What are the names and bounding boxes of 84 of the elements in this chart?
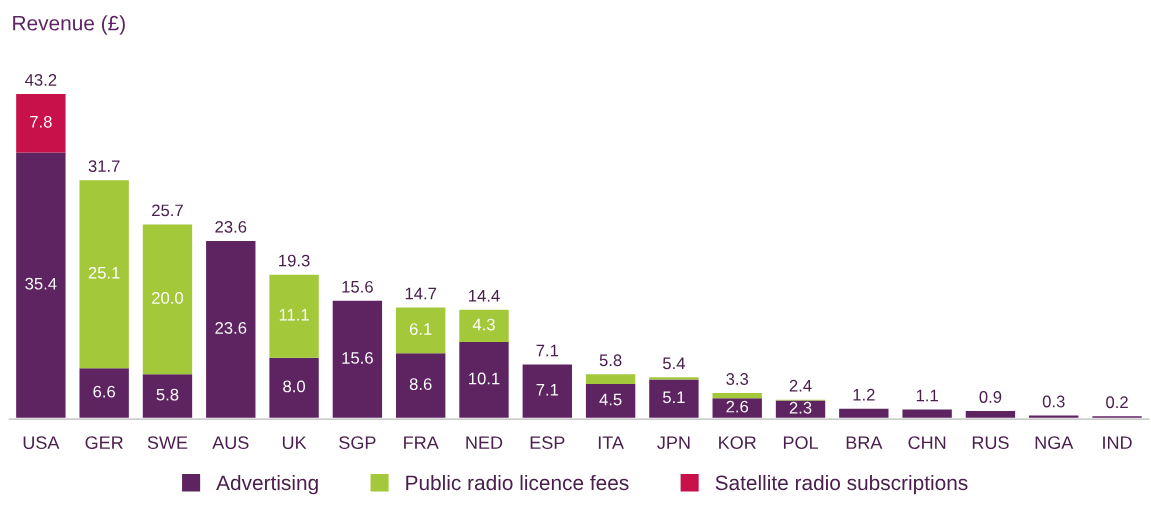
bar [332, 300, 383, 418]
total-label: 7.1 [536, 344, 559, 357]
total-label: 23.6 [215, 220, 247, 233]
total-label: 1.1 [916, 389, 938, 402]
bar [775, 400, 826, 418]
legend-label: Advertising [216, 474, 318, 495]
x-tick-label: IND [1103, 436, 1132, 449]
legend-label: Satellite radio subscriptions [715, 474, 968, 495]
x-tick-label: NGA [1035, 436, 1074, 450]
x-tick-label: USA [23, 436, 60, 450]
legend-label: Public radio licence fees [406, 474, 629, 491]
bar [396, 353, 446, 418]
bar [902, 409, 952, 418]
data-label: 8.6 [409, 378, 432, 391]
bar [712, 393, 762, 399]
x-tick-label: FRA [404, 436, 439, 449]
data-label: 35.4 [25, 277, 57, 290]
data-label: 23.6 [215, 322, 247, 334]
bar [16, 93, 66, 153]
bar [269, 274, 319, 358]
bar [269, 357, 319, 418]
x-tick-label: AUS [212, 436, 249, 450]
x-tick-label: JPN [657, 436, 690, 450]
bar [396, 307, 446, 354]
data-label: 4.3 [472, 318, 495, 331]
bar [79, 180, 129, 369]
data-label: 6.6 [93, 385, 116, 398]
x-tick-label: SWE [147, 436, 188, 450]
bar [839, 408, 889, 418]
data-label: 6.1 [409, 323, 432, 335]
bar [712, 398, 762, 418]
total-label: 1.2 [853, 388, 875, 401]
bar [459, 342, 509, 418]
x-tick-label: CHN [908, 436, 946, 450]
data-label: 11.1 [279, 309, 309, 321]
x-tick-label: ESP [530, 436, 565, 450]
bar [649, 377, 699, 380]
data-label: 7.1 [536, 384, 559, 396]
total-label: 5.4 [662, 357, 686, 370]
data-label: 2.6 [726, 400, 749, 413]
data-label: 2.3 [789, 401, 812, 414]
data-label: 25.1 [88, 266, 120, 279]
total-label: 14.4 [469, 290, 500, 302]
x-tick-label: RUS [972, 436, 1009, 450]
total-label: 15.6 [342, 280, 373, 293]
total-label: 0.3 [1042, 395, 1065, 408]
data-label: 5.8 [156, 388, 179, 401]
bar [142, 374, 193, 418]
total-label: 2.4 [789, 379, 812, 392]
bar [965, 411, 1016, 418]
total-label: 31.7 [88, 160, 120, 173]
bar [142, 224, 193, 375]
total-label: 0.2 [1106, 396, 1128, 409]
x-tick-label: KOR [719, 436, 756, 450]
total-label: 25.7 [152, 204, 183, 217]
x-tick-label: GER [85, 436, 123, 450]
bar [79, 368, 129, 418]
bar [585, 374, 636, 385]
total-label: 3.3 [726, 373, 749, 385]
data-label: 7.8 [30, 115, 52, 128]
data-label: 15.6 [342, 352, 373, 364]
bar [16, 152, 66, 418]
x-tick-label: ITA [598, 436, 624, 449]
total-label: 43.2 [25, 74, 57, 86]
data-label: 8.0 [283, 380, 306, 393]
total-label: 0.9 [979, 391, 1002, 403]
bar [522, 364, 572, 418]
x-tick-label: UK [282, 436, 307, 450]
x-tick-label: BRA [846, 436, 883, 449]
x-tick-label: POL [783, 436, 818, 450]
data-label: 5.1 [662, 391, 685, 404]
total-label: 5.8 [599, 354, 622, 367]
data-label: 20.0 [152, 292, 184, 304]
data-label: 10.1 [469, 372, 500, 385]
y-axis-title: Revenue (£) [13, 15, 125, 35]
bar [206, 240, 256, 418]
total-label: 14.7 [405, 287, 437, 300]
x-tick-label: SGP [339, 436, 376, 450]
total-label: 19.3 [279, 254, 310, 267]
bar [649, 379, 699, 418]
x-tick-label: NED [466, 436, 503, 449]
bar [459, 309, 509, 343]
data-label: 4.5 [599, 393, 622, 406]
bar [585, 384, 636, 418]
